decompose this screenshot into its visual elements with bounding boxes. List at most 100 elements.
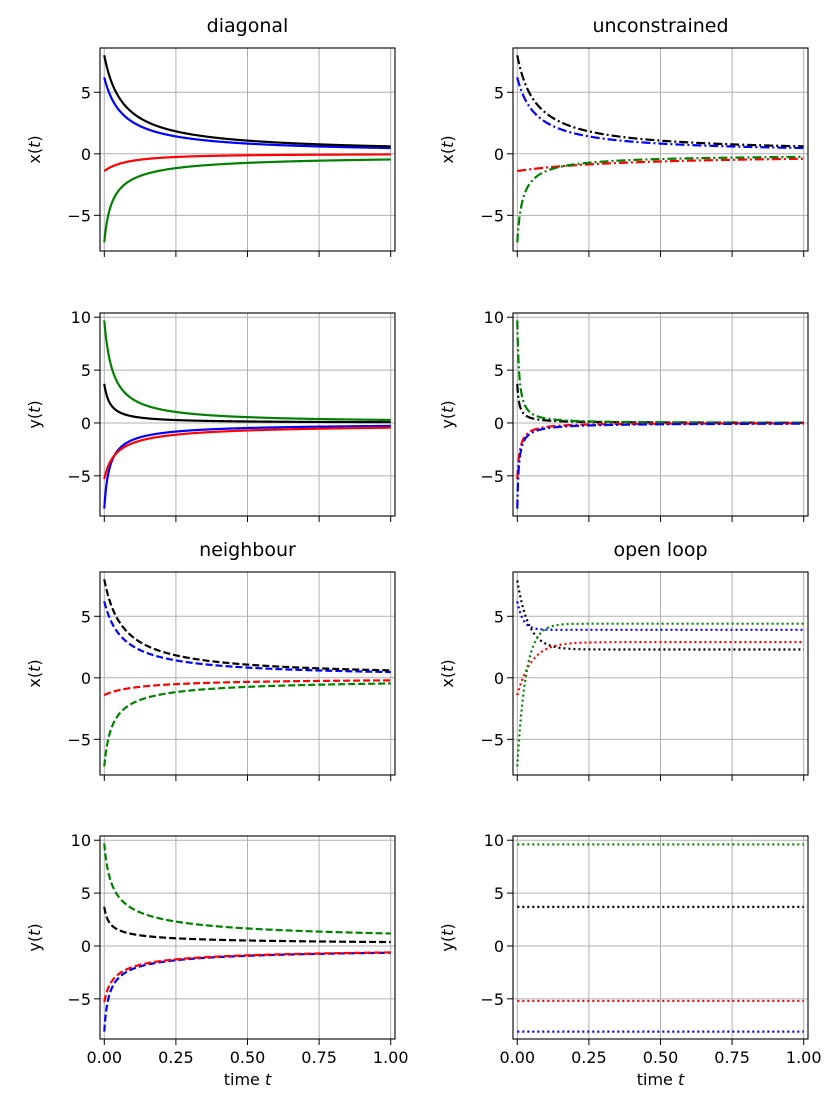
subplot-6: −5 0 5 open loop x(t): [438, 539, 809, 781]
y-tick-label: 5: [81, 83, 91, 102]
series-group: [516, 579, 804, 768]
y-tick-label: 0: [81, 937, 91, 956]
subplot-5: −5 0 5 neighbour x(t): [25, 539, 396, 781]
series-line-red: [103, 951, 391, 1004]
series-line-blue: [103, 600, 391, 674]
grid: [100, 572, 395, 775]
y-tick-label: −5: [480, 467, 504, 486]
series-line-green: [103, 682, 391, 768]
series-line-black: [103, 54, 391, 148]
grid: [100, 48, 395, 251]
y-axis-label-prefix: y(: [438, 936, 457, 952]
y-tick-label: 10: [71, 831, 91, 850]
y-axis-label-prefix: y(: [25, 413, 44, 429]
x-tick-label: 0.25: [158, 1048, 194, 1067]
y-tick-label: 5: [494, 884, 504, 903]
y-axis-label-var: t: [438, 141, 457, 148]
y-tick-label: 5: [81, 607, 91, 626]
series-line-red: [516, 641, 804, 697]
x-tick-label: 0.00: [499, 1048, 535, 1067]
y-axis-label-prefix: x(: [438, 148, 457, 164]
series-line-red: [103, 679, 391, 697]
y-axis-label-var: t: [438, 406, 457, 413]
y-axis-label-prefix: y(: [25, 936, 44, 952]
y-axis-label: x(t): [438, 659, 457, 687]
series-line-blue: [103, 76, 391, 150]
y-axis-label-prefix: x(: [25, 148, 44, 164]
y-axis-label: y(t): [25, 400, 44, 428]
subplot-title: neighbour: [199, 539, 296, 561]
y-axis-label: x(t): [25, 135, 44, 163]
series-line-black: [103, 578, 391, 672]
series-line-green: [103, 319, 391, 422]
x-axis-label-var: t: [678, 1070, 685, 1089]
series-line-blue: [103, 424, 391, 510]
y-tick-label: 0: [81, 669, 91, 688]
x-tick-label: 1.00: [373, 1048, 409, 1067]
y-axis-label-var: t: [25, 406, 44, 413]
grid: [100, 313, 395, 516]
x-axis-label-text: time: [637, 1070, 673, 1089]
y-tick-label: 10: [484, 831, 504, 850]
x-axis-label-text: time: [224, 1070, 260, 1089]
series-line-green: [103, 842, 391, 935]
y-tick-label: −5: [67, 730, 91, 749]
x-axis-label-var: t: [265, 1070, 272, 1089]
grid: [513, 572, 808, 775]
series-line-black: [103, 382, 391, 424]
y-axis-label: y(t): [438, 923, 457, 951]
y-axis-label-suffix: ): [438, 400, 457, 406]
y-tick-label: −5: [67, 206, 91, 225]
subplot-2: −5 0 5 unconstrained x(t): [438, 15, 809, 257]
y-tick-label: 0: [494, 669, 504, 688]
series-line-black: [516, 54, 804, 148]
y-axis-label-suffix: ): [25, 135, 44, 141]
y-axis-label: x(t): [25, 659, 44, 687]
series-line-red: [516, 157, 804, 173]
y-axis-label: y(t): [438, 400, 457, 428]
y-tick-label: 0: [494, 145, 504, 164]
y-axis-label-suffix: ): [25, 659, 44, 665]
y-tick-label: −5: [480, 206, 504, 225]
x-tick-label: 0.25: [571, 1048, 607, 1067]
series-group: [103, 54, 391, 244]
series-group: [103, 842, 391, 1033]
x-axis-label: time t: [637, 1070, 685, 1089]
x-tick-label: 0.50: [643, 1048, 679, 1067]
x-axis-label: time t: [224, 1070, 272, 1089]
y-axis-label-suffix: ): [438, 659, 457, 665]
y-tick-label: −5: [67, 467, 91, 486]
y-tick-label: 0: [81, 145, 91, 164]
series-line-blue: [516, 422, 804, 510]
x-tick-label: 0.00: [86, 1048, 122, 1067]
series-line-blue: [516, 76, 804, 150]
grid: [513, 313, 808, 516]
y-axis-label-var: t: [25, 141, 44, 148]
subplot-title: unconstrained: [592, 15, 728, 37]
series-group: [103, 319, 391, 510]
x-tick-label: 0.75: [714, 1048, 750, 1067]
y-axis-label-var: t: [438, 929, 457, 936]
y-axis-label-suffix: ): [25, 400, 44, 406]
x-tick-label: 0.75: [301, 1048, 337, 1067]
y-axis-label-prefix: x(: [25, 672, 44, 688]
series-line-red: [103, 426, 391, 481]
subplot-title: open loop: [613, 539, 707, 561]
y-axis-label-suffix: ): [25, 923, 44, 929]
series-group: [516, 319, 804, 510]
subplot-title: diagonal: [207, 15, 289, 37]
y-tick-label: 5: [494, 607, 504, 626]
y-tick-label: 5: [494, 83, 504, 102]
series-group: [103, 578, 391, 768]
y-axis-label-var: t: [25, 929, 44, 936]
y-tick-label: −5: [67, 990, 91, 1009]
series-group: [516, 54, 804, 244]
subplot-1: −5 0 5 diagonal x(t): [25, 15, 396, 257]
series-group: [516, 843, 804, 1033]
y-tick-label: 5: [494, 361, 504, 380]
y-axis-label-var: t: [25, 665, 44, 672]
subplot-4: −5 0 5 10 y(t): [438, 308, 809, 522]
grid: [513, 48, 808, 251]
